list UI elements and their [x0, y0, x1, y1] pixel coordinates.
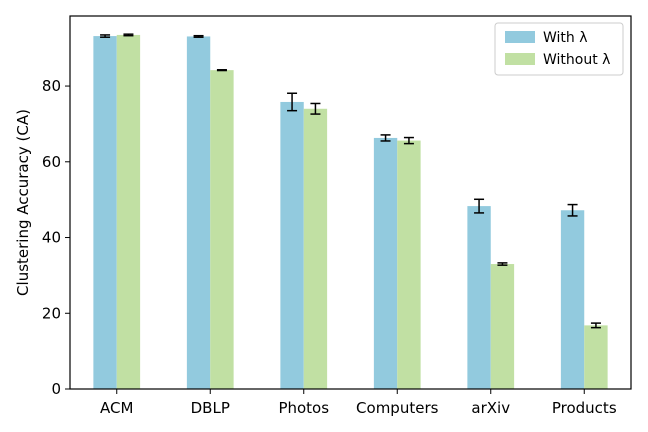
- error-bar: [567, 203, 578, 217]
- y-tick-label: 20: [42, 304, 61, 322]
- error-bar: [403, 136, 414, 145]
- bar-dblp-series-1: [186, 36, 211, 389]
- bar-photos-series-2: [303, 108, 328, 390]
- bar-arxiv-series-1: [467, 206, 491, 389]
- y-tick-label: 40: [42, 229, 61, 247]
- legend-label: Without λ: [543, 52, 610, 68]
- legend-label: With λ: [543, 30, 588, 46]
- bars-layer: [93, 34, 608, 390]
- bar-photos-series-1: [280, 101, 304, 390]
- error-bar: [287, 92, 298, 112]
- error-bar: [123, 33, 134, 37]
- error-bar: [474, 198, 485, 214]
- bar-products-series-2: [584, 325, 608, 389]
- bar-computers-series-2: [397, 140, 421, 389]
- error-bars-layer: [100, 33, 601, 329]
- x-tick-label: Photos: [278, 399, 329, 417]
- bar-computers-series-1: [373, 137, 398, 389]
- error-bar: [310, 102, 321, 115]
- legend-swatch: [505, 53, 535, 65]
- bar-dblp-series-2: [210, 70, 234, 389]
- y-axis: 0 20 40 60 80: [42, 77, 70, 398]
- legend: With λ Without λ: [494, 22, 624, 76]
- y-tick-label: 80: [42, 77, 61, 95]
- y-tick-label: 0: [51, 380, 61, 398]
- x-tick-label: DBLP: [191, 399, 230, 417]
- x-tick-label: ACM: [100, 399, 133, 417]
- bar-arxiv-series-2: [490, 264, 515, 389]
- error-bar: [380, 134, 391, 142]
- x-tick-label: arXiv: [471, 399, 510, 417]
- plot-frame: [69, 15, 632, 390]
- bar-acm-series-2: [116, 34, 141, 389]
- bar-products-series-1: [560, 210, 585, 389]
- x-axis: ACM DBLP Photos Computers arXiv Products: [100, 389, 617, 417]
- error-bar: [216, 69, 227, 72]
- x-tick-label: Products: [552, 399, 617, 417]
- bar-acm-series-1: [93, 36, 117, 390]
- y-axis-title: Clustering Accuracy (CA): [14, 109, 32, 296]
- error-bar: [497, 262, 508, 266]
- error-bar: [100, 34, 111, 38]
- error-bar: [590, 322, 601, 329]
- legend-swatch: [505, 31, 535, 43]
- y-tick-label: 60: [42, 153, 61, 171]
- x-tick-label: Computers: [356, 399, 439, 417]
- error-bar: [193, 34, 204, 38]
